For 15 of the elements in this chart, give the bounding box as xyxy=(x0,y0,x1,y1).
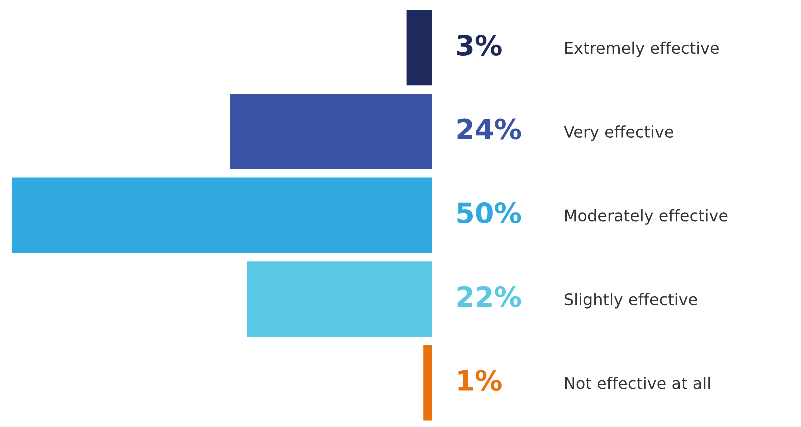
y-tick-label: Not effective at all xyxy=(566,377,710,390)
y-tick-label: Moderately effective xyxy=(566,209,728,225)
bar xyxy=(247,262,432,338)
y-tick-label: Slightly effective xyxy=(565,293,698,309)
data-label: 1% xyxy=(458,370,502,392)
bar xyxy=(12,178,432,254)
bar xyxy=(230,94,432,170)
y-tick-label: Very effective xyxy=(564,126,674,142)
y-tick-label: Extremely effective xyxy=(566,42,719,58)
data-label: 50% xyxy=(458,202,522,224)
data-label: 22% xyxy=(458,286,522,308)
bar xyxy=(406,10,432,86)
data-label: 24% xyxy=(458,118,522,140)
data-label: 3% xyxy=(457,34,502,56)
bar xyxy=(424,345,432,421)
